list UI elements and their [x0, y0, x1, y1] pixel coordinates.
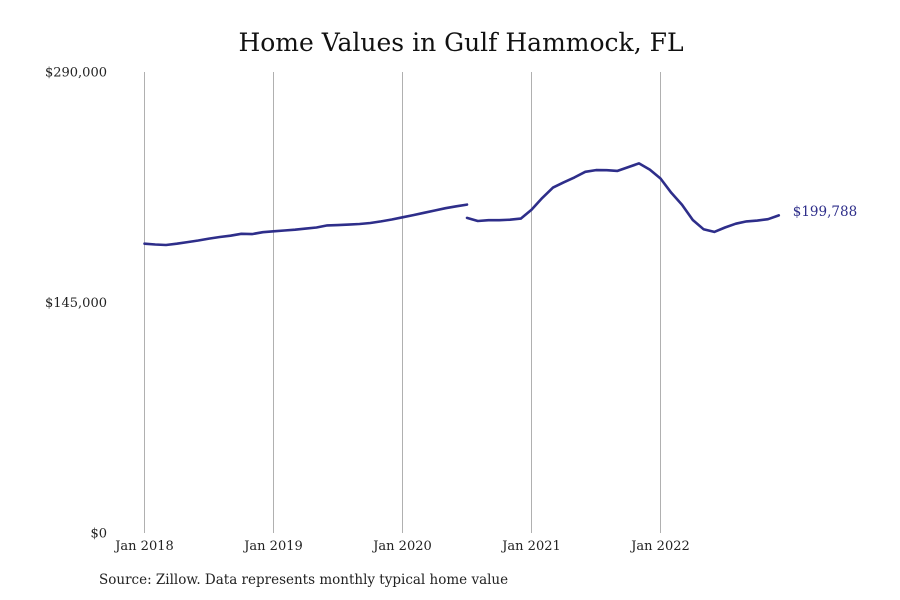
y-tick-label: $290,000	[45, 66, 107, 81]
y-tick-label: $0	[90, 527, 107, 542]
x-tick-label: Jan 2021	[500, 539, 561, 554]
series-line-segment-1	[143, 203, 469, 247]
x-axis: Jan 2018 Jan 2019 Jan 2020 Jan 2021 Jan 2022	[113, 539, 690, 554]
chart-title: Home Values in Gulf Hammock, FL	[238, 28, 684, 57]
home-value-series	[143, 162, 781, 247]
x-tick-label: Jan 2020	[371, 539, 432, 554]
x-tick-label: Jan 2022	[629, 539, 690, 554]
y-axis: $290,000 $145,000 $0	[45, 66, 107, 542]
end-value-label: $199,788	[793, 204, 857, 220]
end-value-label-group: $199,788	[793, 204, 857, 220]
gridlines	[144, 72, 661, 533]
series-line-segment-2	[465, 162, 781, 234]
x-tick-label: Jan 2019	[242, 539, 303, 554]
y-tick-label: $145,000	[45, 296, 107, 311]
x-tick-label: Jan 2018	[113, 539, 174, 554]
source-note: Source: Zillow. Data represents monthly …	[99, 572, 509, 588]
